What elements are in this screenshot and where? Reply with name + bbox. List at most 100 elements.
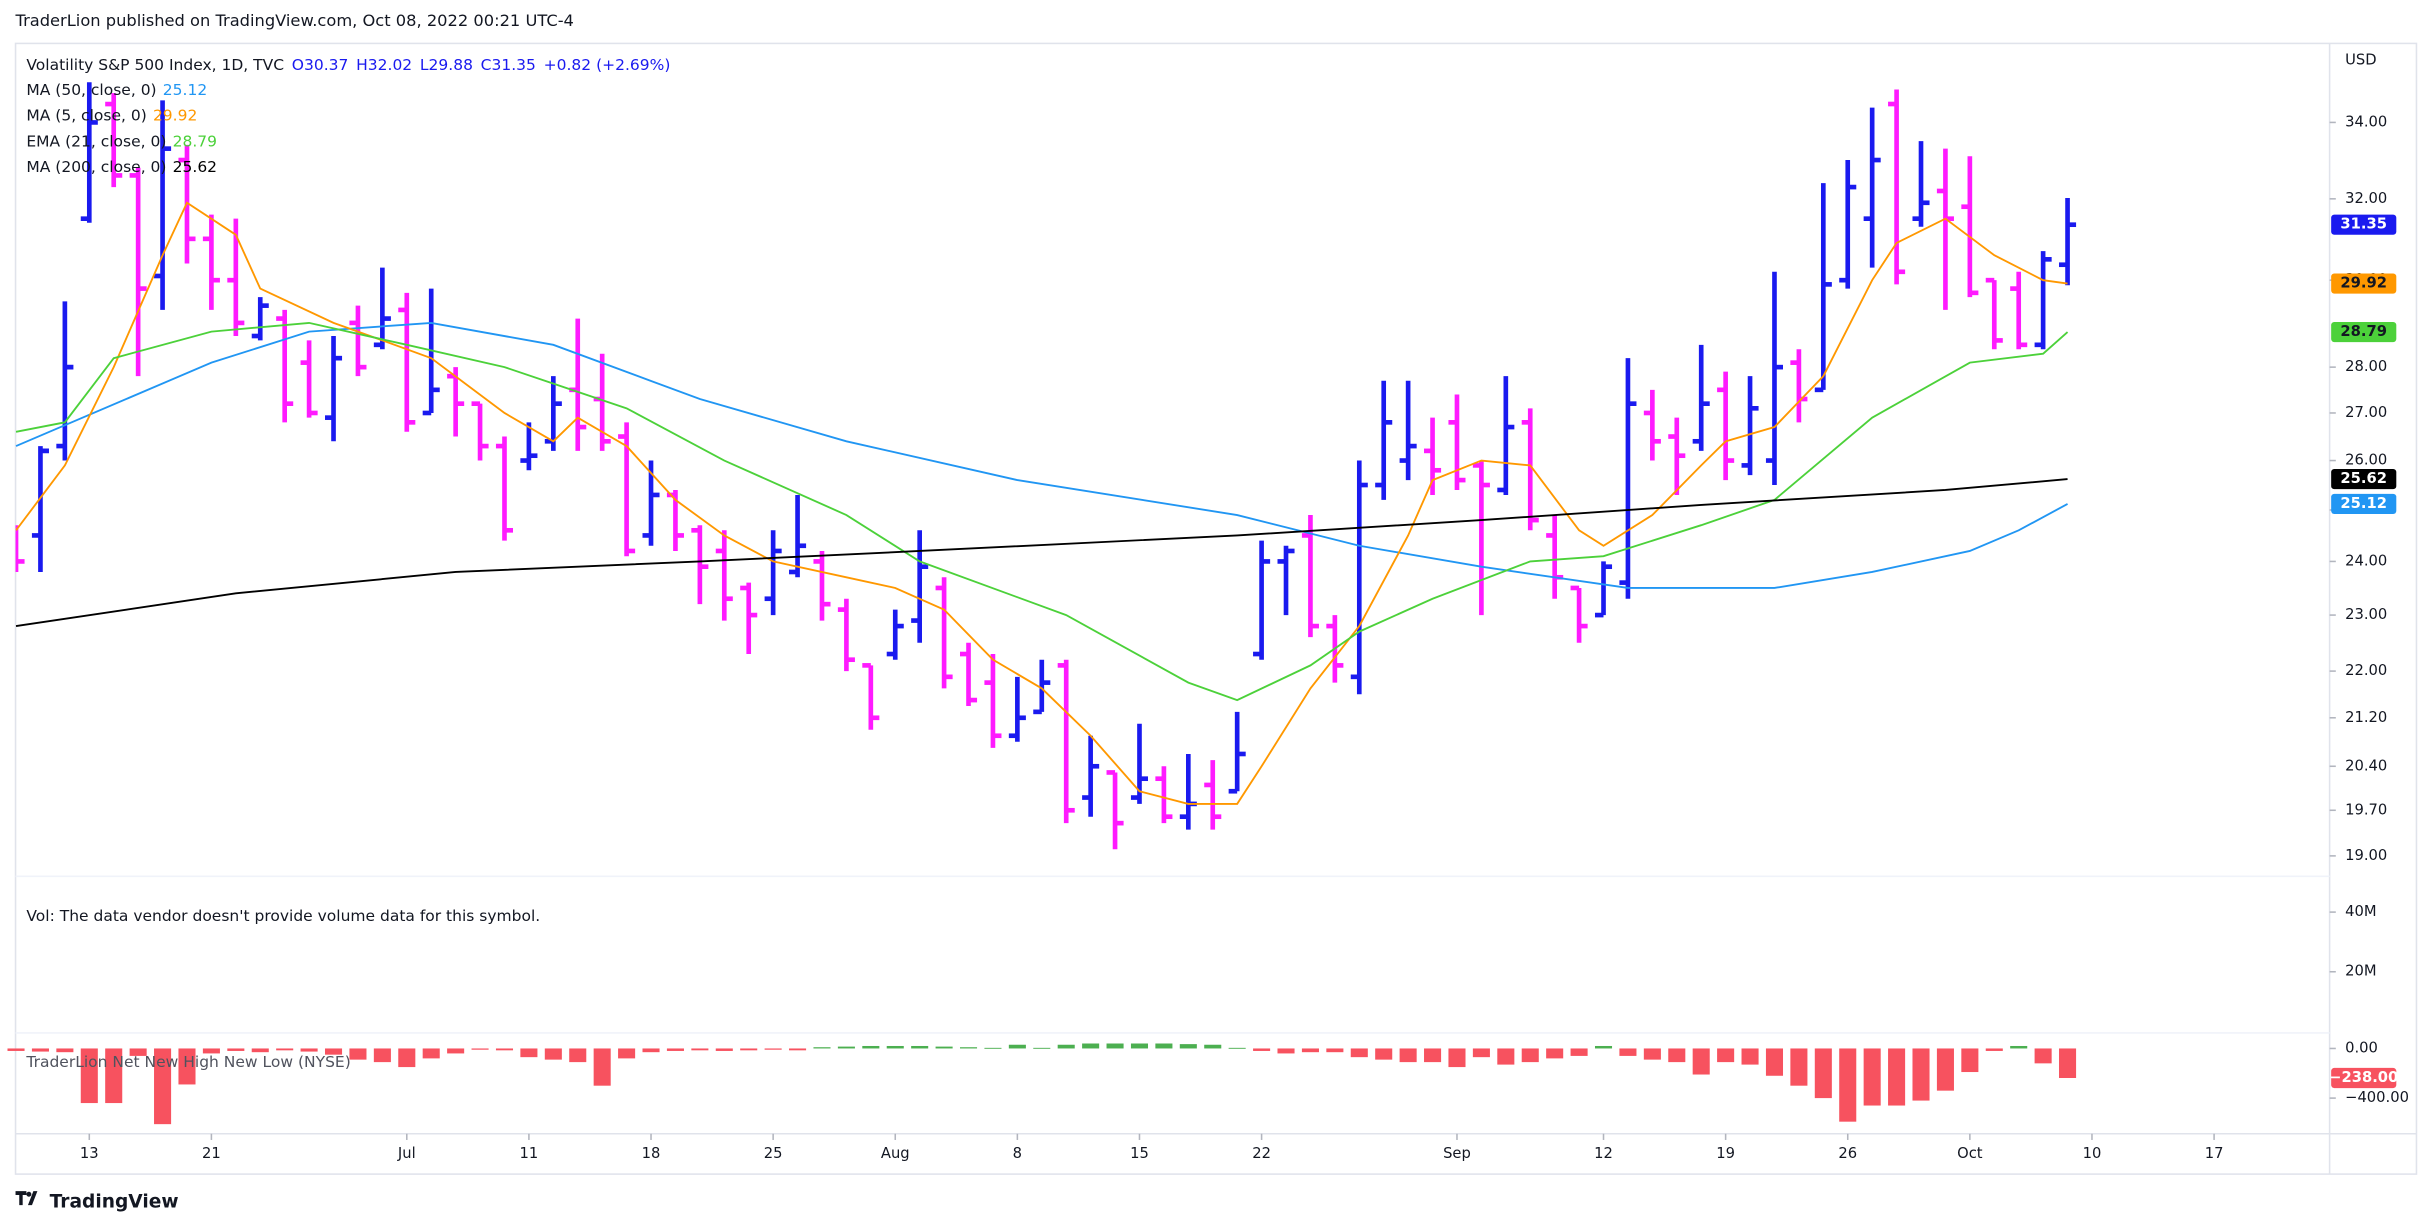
histogram-bar bbox=[495, 1048, 514, 1051]
logo-dot bbox=[26, 1191, 32, 1197]
histogram-bar bbox=[593, 1048, 611, 1086]
x-tick-label: 13 bbox=[80, 1145, 99, 1162]
y-tick-label: 21.20 bbox=[2345, 709, 2387, 726]
histogram-bar bbox=[959, 1047, 978, 1049]
histogram-bar bbox=[398, 1048, 416, 1068]
price-tag bbox=[2331, 214, 2397, 235]
histogram-bar bbox=[1888, 1048, 1906, 1106]
status: O30.37 bbox=[292, 56, 349, 74]
x-tick-label: 12 bbox=[1594, 1145, 1613, 1162]
y-tick-label: 22.00 bbox=[2345, 662, 2387, 679]
symbol-title: Volatility S&P 500 Index, 1D, TVC bbox=[26, 56, 284, 74]
legend-value: 29.92 bbox=[153, 106, 197, 124]
y-tick-label: 20M bbox=[2345, 963, 2376, 980]
price-tag bbox=[2331, 1067, 2397, 1089]
histogram-bar bbox=[789, 1048, 807, 1051]
histogram-bar bbox=[1057, 1044, 1075, 1049]
histogram-bar bbox=[1399, 1048, 1417, 1063]
histogram-bar bbox=[1570, 1048, 1588, 1056]
histogram-bar bbox=[1814, 1048, 1832, 1099]
histogram-bar bbox=[31, 1048, 49, 1052]
histogram-bar bbox=[105, 1048, 123, 1104]
legend-main: Volatility S&P 500 Index, 1D, TVC O30.37 H… bbox=[26, 56, 670, 74]
pane-title: TraderLion Net New High New Low (NYSE) bbox=[25, 1053, 350, 1071]
histogram-bar bbox=[1472, 1048, 1490, 1058]
x-tick-label: Jul bbox=[397, 1145, 416, 1162]
histogram-bar bbox=[300, 1048, 318, 1052]
histogram-bar bbox=[1350, 1048, 1368, 1058]
y-tick-label: 27.00 bbox=[2345, 404, 2387, 421]
legend-name: MA (5, close, 0) bbox=[26, 106, 146, 124]
histogram-bar bbox=[1936, 1048, 1954, 1091]
histogram-bar bbox=[1179, 1044, 1197, 1049]
x-tick-label: 17 bbox=[2205, 1145, 2224, 1162]
status: H32.02 bbox=[356, 56, 412, 74]
price-tag-label: 28.79 bbox=[2340, 323, 2387, 340]
histogram-bar bbox=[471, 1048, 489, 1050]
histogram-bar bbox=[1643, 1048, 1661, 1060]
histogram-bar bbox=[1790, 1048, 1808, 1086]
histogram-bar bbox=[80, 1048, 98, 1104]
histogram-bar bbox=[1839, 1048, 1857, 1122]
y-tick-label: 23.00 bbox=[2345, 606, 2387, 623]
histogram-bar bbox=[569, 1048, 587, 1063]
histogram-bar bbox=[422, 1048, 440, 1059]
moving-average bbox=[15, 478, 2068, 628]
histogram-bar bbox=[2059, 1048, 2077, 1078]
histogram-bar bbox=[227, 1048, 245, 1051]
histogram-bar bbox=[1253, 1048, 1271, 1051]
y-tick-label: 26.00 bbox=[2345, 452, 2387, 469]
histogram-bar bbox=[202, 1048, 220, 1054]
legend-value: 25.12 bbox=[163, 80, 207, 98]
histogram-bar bbox=[520, 1048, 538, 1058]
y-tick-label: 40M bbox=[2345, 903, 2376, 920]
histogram-bar bbox=[1204, 1044, 1222, 1049]
x-tick-label: 19 bbox=[1716, 1145, 1735, 1162]
y-tick-label: 34.00 bbox=[2345, 113, 2387, 130]
histogram-bar bbox=[1985, 1048, 2003, 1051]
histogram-bar bbox=[1106, 1043, 1124, 1049]
price-tag bbox=[2331, 321, 2397, 343]
x-tick-label: Sep bbox=[1443, 1145, 1471, 1162]
histogram-bar bbox=[1497, 1048, 1515, 1065]
histogram-bar bbox=[1082, 1043, 1100, 1049]
histogram-bar bbox=[618, 1048, 636, 1059]
status: L29.88 bbox=[420, 56, 473, 74]
price-tag-label: 29.92 bbox=[2340, 275, 2387, 292]
status: C31.35 bbox=[481, 56, 536, 74]
x-tick-label: 15 bbox=[1130, 1145, 1149, 1162]
histogram-bar bbox=[666, 1048, 684, 1051]
y-tick-label: 24.00 bbox=[2345, 552, 2387, 569]
legend-entry: MA (50, close, 0) 25.12 bbox=[26, 80, 207, 98]
legend-name: EMA (21, close, 0) bbox=[26, 132, 166, 150]
histogram-bar bbox=[1424, 1048, 1442, 1063]
x-tick-label: 10 bbox=[2083, 1145, 2102, 1162]
y-tick-label: −400.00 bbox=[2345, 1089, 2409, 1106]
histogram-bar bbox=[935, 1046, 953, 1049]
histogram-bar bbox=[178, 1048, 196, 1085]
histogram-bar bbox=[642, 1048, 660, 1053]
histogram-bar bbox=[7, 1048, 25, 1051]
histogram-bar bbox=[1130, 1043, 1149, 1049]
histogram-bar bbox=[1277, 1048, 1295, 1054]
y-tick-label: 32.00 bbox=[2345, 190, 2387, 207]
histogram-bar bbox=[1912, 1048, 1930, 1101]
histogram-bar bbox=[715, 1048, 733, 1051]
histogram-bar bbox=[1301, 1048, 1319, 1053]
x-tick-label: 26 bbox=[1838, 1145, 1857, 1162]
histogram-bar bbox=[1546, 1048, 1564, 1059]
legend-entry: MA (200, close, 0) 25.62 bbox=[26, 158, 217, 176]
histogram-bar bbox=[740, 1048, 758, 1051]
legend-name: MA (200, close, 0) bbox=[26, 158, 166, 176]
currency: USD bbox=[2345, 51, 2376, 68]
histogram-bar bbox=[1008, 1044, 1026, 1049]
histogram-bar bbox=[251, 1048, 269, 1053]
price-tag-label: 25.12 bbox=[2340, 495, 2387, 512]
x-tick-label: Aug bbox=[881, 1145, 910, 1162]
brand: TradingView bbox=[50, 1192, 179, 1213]
histogram-bar bbox=[911, 1045, 929, 1049]
histogram-bar bbox=[1717, 1048, 1735, 1063]
volume-note: Vol: The data vendor doesn't provide vol… bbox=[26, 907, 540, 925]
y-tick-label: 19.70 bbox=[2345, 801, 2387, 818]
y-tick-label: 19.00 bbox=[2345, 847, 2387, 864]
